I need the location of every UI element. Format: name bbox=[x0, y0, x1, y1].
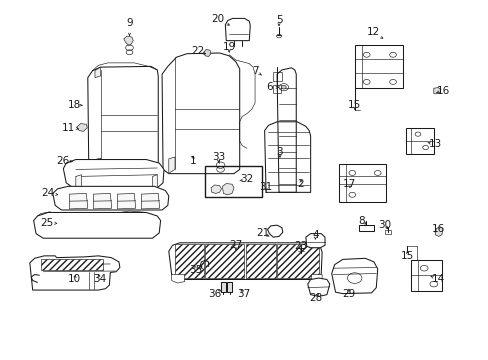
Text: 13: 13 bbox=[427, 139, 441, 149]
Text: 6: 6 bbox=[266, 82, 273, 92]
Text: 22: 22 bbox=[190, 46, 204, 56]
Polygon shape bbox=[34, 212, 160, 238]
Bar bbox=[221, 282, 226, 292]
Polygon shape bbox=[76, 175, 81, 188]
Polygon shape bbox=[175, 244, 203, 278]
Text: 28: 28 bbox=[308, 293, 322, 303]
Polygon shape bbox=[95, 67, 101, 78]
Polygon shape bbox=[117, 193, 136, 209]
Text: 5: 5 bbox=[275, 15, 282, 25]
Polygon shape bbox=[30, 256, 120, 290]
Polygon shape bbox=[245, 244, 275, 278]
Text: 17: 17 bbox=[343, 179, 356, 189]
Bar bbox=[339, 164, 386, 202]
Polygon shape bbox=[95, 158, 101, 171]
Bar bbox=[273, 85, 280, 93]
Text: 7: 7 bbox=[252, 66, 258, 76]
Text: 35: 35 bbox=[188, 265, 202, 275]
Polygon shape bbox=[307, 278, 329, 296]
Text: 24: 24 bbox=[41, 188, 55, 198]
Text: 1: 1 bbox=[189, 156, 196, 166]
Polygon shape bbox=[168, 243, 322, 279]
Polygon shape bbox=[69, 193, 88, 209]
Text: 16: 16 bbox=[431, 224, 444, 234]
Bar bbox=[410, 260, 442, 291]
Polygon shape bbox=[171, 275, 184, 283]
Text: 10: 10 bbox=[68, 274, 81, 284]
Text: 20: 20 bbox=[211, 14, 224, 24]
Text: 29: 29 bbox=[342, 289, 355, 298]
Polygon shape bbox=[331, 258, 377, 294]
Bar bbox=[273, 72, 281, 81]
Polygon shape bbox=[305, 234, 325, 248]
Polygon shape bbox=[123, 36, 133, 45]
Bar bbox=[41, 259, 103, 270]
Bar bbox=[385, 230, 390, 234]
Text: 32: 32 bbox=[240, 174, 253, 184]
Polygon shape bbox=[277, 244, 318, 278]
Polygon shape bbox=[210, 185, 221, 193]
Text: 27: 27 bbox=[229, 240, 242, 250]
Text: 25: 25 bbox=[41, 218, 54, 228]
Polygon shape bbox=[225, 18, 250, 41]
Polygon shape bbox=[77, 123, 87, 131]
Polygon shape bbox=[162, 53, 239, 174]
Polygon shape bbox=[203, 49, 210, 57]
Text: 16: 16 bbox=[436, 86, 449, 96]
Polygon shape bbox=[53, 186, 168, 210]
Text: 19: 19 bbox=[222, 42, 235, 51]
Text: 36: 36 bbox=[208, 289, 221, 298]
Polygon shape bbox=[267, 225, 282, 237]
Polygon shape bbox=[63, 159, 163, 188]
Text: 3: 3 bbox=[276, 148, 283, 157]
Polygon shape bbox=[311, 275, 322, 283]
Polygon shape bbox=[168, 157, 175, 174]
Text: 31: 31 bbox=[259, 182, 272, 192]
Text: 12: 12 bbox=[366, 27, 380, 37]
Text: 9: 9 bbox=[126, 18, 133, 28]
Polygon shape bbox=[434, 226, 442, 237]
Polygon shape bbox=[88, 66, 158, 171]
Text: 15: 15 bbox=[347, 100, 361, 110]
Polygon shape bbox=[93, 193, 112, 209]
Bar bbox=[358, 225, 373, 231]
Bar bbox=[227, 282, 232, 292]
Text: 23: 23 bbox=[294, 241, 307, 251]
Text: 2: 2 bbox=[297, 179, 304, 189]
Text: 11: 11 bbox=[62, 123, 75, 133]
Text: 8: 8 bbox=[358, 216, 365, 226]
Bar bbox=[205, 166, 261, 197]
Text: 15: 15 bbox=[400, 251, 413, 261]
Text: 14: 14 bbox=[431, 274, 444, 284]
Text: 18: 18 bbox=[68, 100, 81, 110]
Text: 34: 34 bbox=[93, 274, 106, 284]
Polygon shape bbox=[433, 87, 440, 94]
Text: 26: 26 bbox=[57, 156, 70, 166]
Polygon shape bbox=[222, 184, 233, 195]
Text: 33: 33 bbox=[212, 152, 225, 162]
Circle shape bbox=[281, 85, 285, 89]
Bar bbox=[354, 45, 402, 87]
Text: 30: 30 bbox=[377, 220, 390, 230]
Bar bbox=[406, 128, 433, 154]
Polygon shape bbox=[152, 175, 157, 188]
Text: 4: 4 bbox=[311, 230, 318, 240]
Polygon shape bbox=[141, 193, 160, 209]
Polygon shape bbox=[205, 244, 244, 278]
Text: 37: 37 bbox=[236, 289, 250, 298]
Text: 21: 21 bbox=[256, 228, 269, 238]
